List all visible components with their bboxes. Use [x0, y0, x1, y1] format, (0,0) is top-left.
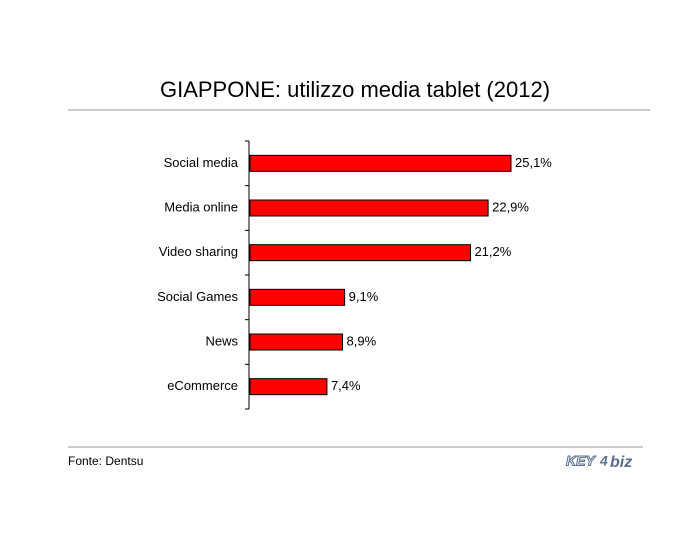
bar	[249, 378, 328, 396]
category-label: Media online	[164, 199, 238, 214]
value-label: 25,1%	[515, 155, 552, 170]
category-label: News	[205, 333, 238, 348]
chart-title: GIAPPONE: utilizzo media tablet (2012)	[160, 77, 550, 102]
bar	[249, 199, 489, 217]
category-label: Social Games	[157, 289, 238, 304]
value-label: 8,9%	[347, 333, 377, 348]
value-label: 7,4%	[331, 378, 361, 393]
logo-text: KEY	[566, 453, 596, 469]
source: Fonte: Dentsu	[68, 454, 143, 468]
category-label: Video sharing	[159, 244, 238, 259]
bar	[249, 333, 344, 351]
bar	[249, 288, 346, 306]
logo-text: 4	[599, 453, 608, 469]
logo-text: biz	[610, 454, 632, 471]
bar	[249, 244, 471, 262]
logo: KEY 4 biz	[566, 452, 633, 471]
category-label: eCommerce	[167, 378, 238, 393]
category-label: Social media	[164, 155, 239, 170]
value-label: 21,2%	[474, 244, 511, 259]
bar	[249, 154, 512, 172]
value-label: 9,1%	[349, 289, 379, 304]
value-label: 22,9%	[492, 199, 529, 214]
